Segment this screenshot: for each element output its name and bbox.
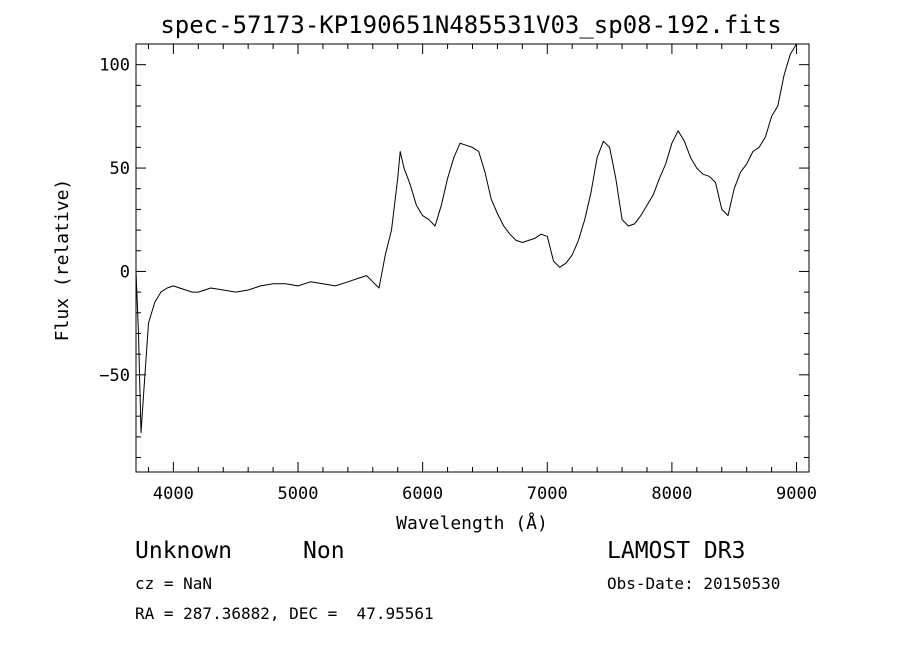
spectrum-line-0 <box>135 43 797 434</box>
survey-name: LAMOST DR3 <box>607 538 746 564</box>
obs-date: Obs-Date: 20150530 <box>607 574 781 593</box>
x-tick-label: 8000 <box>651 484 692 504</box>
axis-ticks <box>136 43 809 472</box>
y-tick-label: 0 <box>120 262 130 282</box>
series-group <box>135 43 797 434</box>
plot-frame <box>135 43 810 473</box>
y-tick-label: 50 <box>110 159 130 179</box>
x-tick-label: 5000 <box>278 484 319 504</box>
y-tick-label: 100 <box>99 56 130 76</box>
object-subclass: Non <box>303 538 345 564</box>
x-tick-label: 9000 <box>776 484 817 504</box>
x-tick-label: 7000 <box>527 484 568 504</box>
x-axis-label: Wavelength (Å) <box>396 512 548 534</box>
y-axis-label: Flux (relative) <box>52 179 73 342</box>
x-tick-label: 4000 <box>153 484 194 504</box>
redshift-cz: cz = NaN <box>135 574 213 593</box>
chart-title: spec-57173-KP190651N485531V03_sp08-192.f… <box>160 11 781 39</box>
tick-labels: 4000 5000 6000 7000 8000 9000 −50 0 50 100 <box>99 56 817 504</box>
object-class: Unknown <box>135 538 232 564</box>
ra-dec: RA = 287.36882, DEC = 47.95561 <box>135 604 434 623</box>
x-tick-label: 6000 <box>402 484 443 504</box>
y-tick-label: −50 <box>99 366 130 386</box>
